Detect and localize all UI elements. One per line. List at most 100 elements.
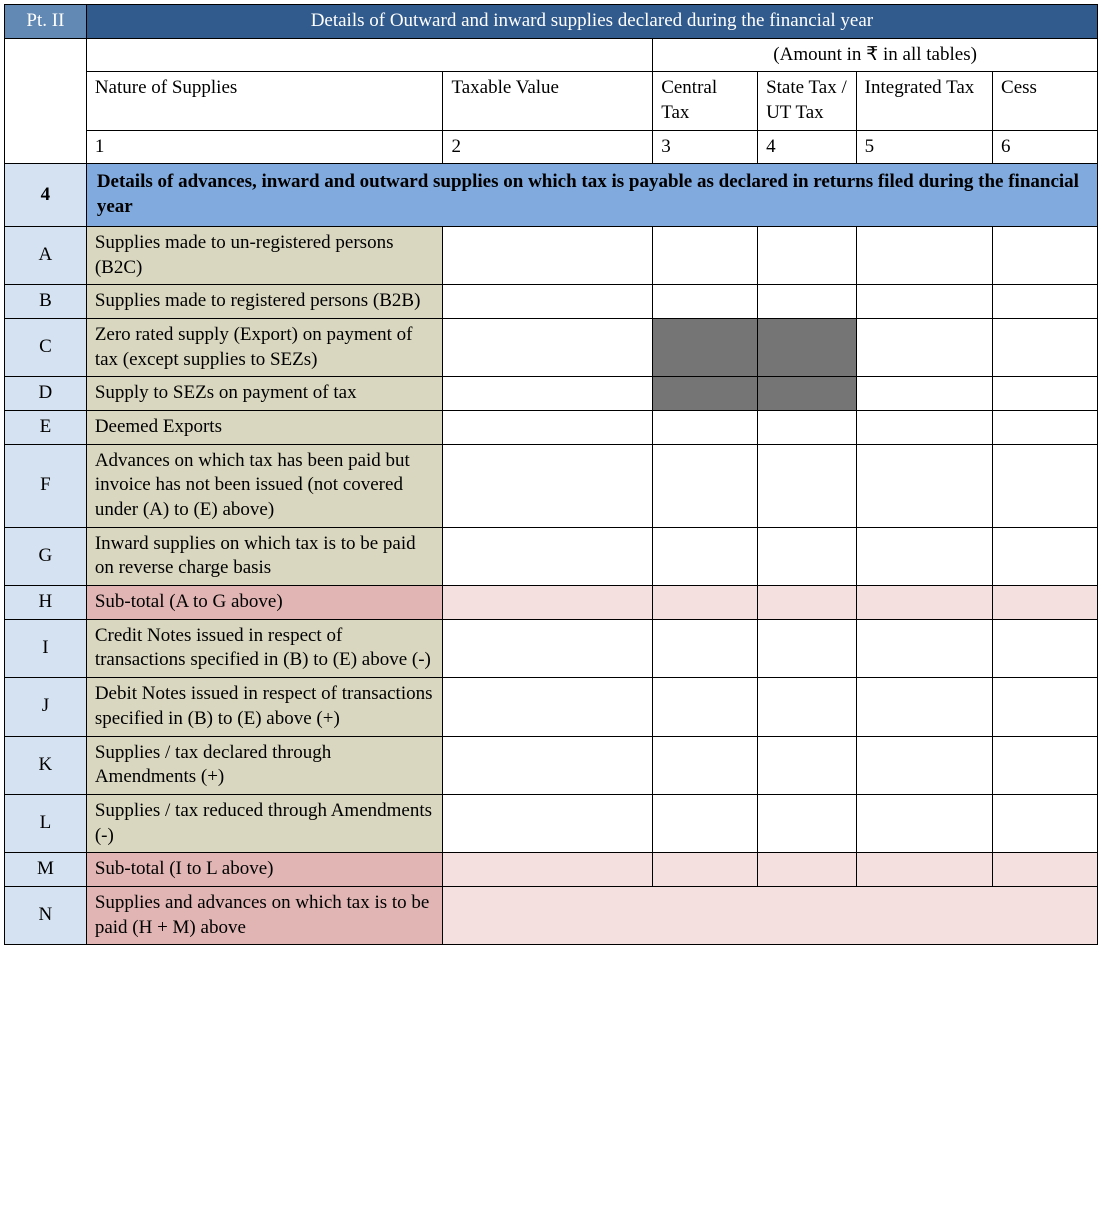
row-a-nature: Supplies made to un-registered persons (… — [86, 226, 443, 284]
row-l-cess[interactable] — [993, 794, 1098, 852]
row-a-taxval[interactable] — [443, 226, 653, 284]
row-a-itax[interactable] — [856, 226, 992, 284]
row-i-taxval[interactable] — [443, 619, 653, 677]
row-g: G Inward supplies on which tax is to be … — [5, 527, 1098, 585]
row-a-stax[interactable] — [758, 226, 857, 284]
row-g-label: G — [5, 527, 87, 585]
gst-table: Pt. II Details of Outward and inward sup… — [4, 4, 1098, 945]
row-i-ctax[interactable] — [653, 619, 758, 677]
row-i: I Credit Notes issued in respect of tran… — [5, 619, 1098, 677]
section-4-title: Details of advances, inward and outward … — [86, 164, 1097, 226]
row-a-cess[interactable] — [993, 226, 1098, 284]
row-f-stax[interactable] — [758, 444, 857, 527]
row-k-ctax[interactable] — [653, 736, 758, 794]
row-g-ctax[interactable] — [653, 527, 758, 585]
row-g-stax[interactable] — [758, 527, 857, 585]
coln-5: 5 — [856, 130, 992, 164]
row-k-nature: Supplies / tax declared through Amendmen… — [86, 736, 443, 794]
row-b-ctax[interactable] — [653, 285, 758, 319]
row-b-itax[interactable] — [856, 285, 992, 319]
row-f-cess[interactable] — [993, 444, 1098, 527]
row-l-itax[interactable] — [856, 794, 992, 852]
row-g-itax[interactable] — [856, 527, 992, 585]
row-m-taxval — [443, 853, 653, 887]
row-i-stax[interactable] — [758, 619, 857, 677]
row-e-cess[interactable] — [993, 410, 1098, 444]
blank-left — [5, 38, 87, 164]
row-b-cess[interactable] — [993, 285, 1098, 319]
row-j: J Debit Notes issued in respect of trans… — [5, 678, 1098, 736]
row-k-taxval[interactable] — [443, 736, 653, 794]
row-m-label: M — [5, 853, 87, 887]
row-d-nature: Supply to SEZs on payment of tax — [86, 377, 443, 411]
row-n-label: N — [5, 886, 87, 944]
column-number-row: 1 2 3 4 5 6 — [5, 130, 1098, 164]
header-row: Pt. II Details of Outward and inward sup… — [5, 5, 1098, 39]
header-title: Details of Outward and inward supplies d… — [86, 5, 1097, 39]
row-m-stax — [758, 853, 857, 887]
amount-note-row: (Amount in ₹ in all tables) — [5, 38, 1098, 72]
row-b-taxval[interactable] — [443, 285, 653, 319]
row-k-stax[interactable] — [758, 736, 857, 794]
row-j-label: J — [5, 678, 87, 736]
row-d-ctax — [653, 377, 758, 411]
coln-3: 3 — [653, 130, 758, 164]
row-g-taxval[interactable] — [443, 527, 653, 585]
row-c-taxval[interactable] — [443, 318, 653, 376]
row-l-label: L — [5, 794, 87, 852]
row-k-label: K — [5, 736, 87, 794]
row-i-cess[interactable] — [993, 619, 1098, 677]
col-state: State Tax / UT Tax — [758, 72, 857, 130]
row-f-ctax[interactable] — [653, 444, 758, 527]
row-j-cess[interactable] — [993, 678, 1098, 736]
row-e-taxval[interactable] — [443, 410, 653, 444]
row-k-itax[interactable] — [856, 736, 992, 794]
row-e-itax[interactable] — [856, 410, 992, 444]
blank-span — [86, 38, 652, 72]
row-c-cess[interactable] — [993, 318, 1098, 376]
coln-1: 1 — [86, 130, 443, 164]
row-e-ctax[interactable] — [653, 410, 758, 444]
row-l-taxval[interactable] — [443, 794, 653, 852]
row-k-cess[interactable] — [993, 736, 1098, 794]
row-a-ctax[interactable] — [653, 226, 758, 284]
row-m-ctax — [653, 853, 758, 887]
section-4-row: 4 Details of advances, inward and outwar… — [5, 164, 1098, 226]
row-e-stax[interactable] — [758, 410, 857, 444]
row-j-nature: Debit Notes issued in respect of transac… — [86, 678, 443, 736]
row-l-ctax[interactable] — [653, 794, 758, 852]
part-label: Pt. II — [5, 5, 87, 39]
row-g-cess[interactable] — [993, 527, 1098, 585]
row-d-itax[interactable] — [856, 377, 992, 411]
row-c-itax[interactable] — [856, 318, 992, 376]
row-h-taxval — [443, 586, 653, 620]
row-j-stax[interactable] — [758, 678, 857, 736]
row-b-stax[interactable] — [758, 285, 857, 319]
row-h-label: H — [5, 586, 87, 620]
row-d-stax — [758, 377, 857, 411]
row-c: C Zero rated supply (Export) on payment … — [5, 318, 1098, 376]
row-l-nature: Supplies / tax reduced through Amendment… — [86, 794, 443, 852]
row-d-cess[interactable] — [993, 377, 1098, 411]
row-n: N Supplies and advances on which tax is … — [5, 886, 1098, 944]
row-f-nature: Advances on which tax has been paid but … — [86, 444, 443, 527]
row-f-itax[interactable] — [856, 444, 992, 527]
row-i-itax[interactable] — [856, 619, 992, 677]
row-f-taxval[interactable] — [443, 444, 653, 527]
col-cess: Cess — [993, 72, 1098, 130]
row-c-ctax — [653, 318, 758, 376]
row-a-label: A — [5, 226, 87, 284]
row-j-itax[interactable] — [856, 678, 992, 736]
row-l-stax[interactable] — [758, 794, 857, 852]
row-j-taxval[interactable] — [443, 678, 653, 736]
row-n-merged — [443, 886, 1098, 944]
row-i-nature: Credit Notes issued in respect of transa… — [86, 619, 443, 677]
row-d-taxval[interactable] — [443, 377, 653, 411]
row-d-label: D — [5, 377, 87, 411]
row-c-nature: Zero rated supply (Export) on payment of… — [86, 318, 443, 376]
row-h-nature: Sub-total (A to G above) — [86, 586, 443, 620]
row-a: A Supplies made to un-registered persons… — [5, 226, 1098, 284]
row-b: B Supplies made to registered persons (B… — [5, 285, 1098, 319]
row-j-ctax[interactable] — [653, 678, 758, 736]
row-m-nature: Sub-total (I to L above) — [86, 853, 443, 887]
